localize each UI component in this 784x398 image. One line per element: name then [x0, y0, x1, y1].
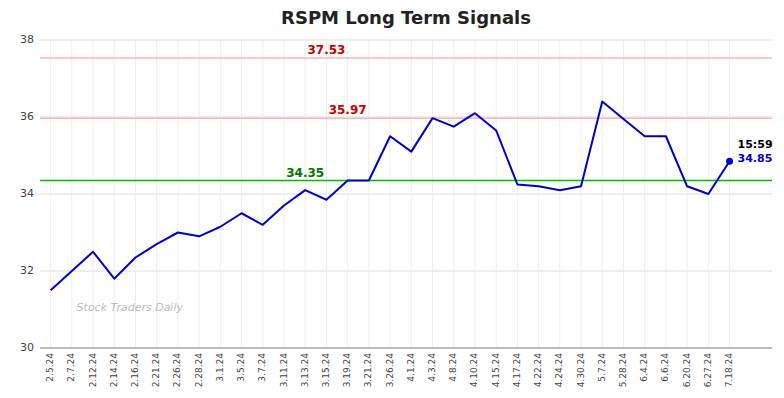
x-tick-label: 4.10.24	[469, 353, 479, 388]
signal-line	[40, 180, 772, 182]
x-grid-line	[602, 40, 603, 348]
plot-area	[40, 58, 772, 290]
x-grid-line	[262, 40, 263, 348]
x-tick-label: 5.28.24	[618, 353, 628, 388]
x-tick-label: 3.11.24	[279, 353, 289, 388]
x-tick-label: 7.18.24	[724, 353, 734, 388]
x-grid-line	[474, 40, 475, 348]
grid	[40, 40, 772, 348]
x-tick-label: 2.12.24	[88, 353, 98, 388]
signal-label: 35.97	[329, 103, 367, 117]
x-grid-line	[347, 40, 348, 348]
y-grid-line	[40, 271, 772, 272]
y-grid-line	[40, 40, 772, 41]
x-tick-label: 3.26.24	[385, 353, 395, 388]
y-grid-line	[40, 117, 772, 118]
signal-label: 37.53	[307, 43, 345, 57]
x-tick-label: 2.16.24	[130, 353, 140, 388]
x-grid-line	[50, 40, 51, 348]
x-tick-label: 2.21.24	[151, 353, 161, 388]
x-grid-line	[199, 40, 200, 348]
x-tick-label: 2.7.24	[66, 353, 76, 382]
x-tick-label: 3.13.24	[300, 353, 310, 388]
y-grid-line	[40, 194, 772, 195]
last-time-label: 15:59	[738, 138, 773, 151]
x-grid-line	[305, 40, 306, 348]
x-grid-line	[687, 40, 688, 348]
x-tick-label: 2.26.24	[172, 353, 182, 388]
signal-line	[40, 57, 772, 59]
x-tick-label: 4.22.24	[533, 353, 543, 388]
x-tick-label: 4.30.24	[576, 353, 586, 388]
chart: 30 32 34 36 38 2.5.24 2.7.24 2.12.24 2.14.24 2.16…	[0, 0, 784, 398]
x-tick-label: 2.28.24	[194, 353, 204, 388]
x-grid-line	[538, 40, 539, 348]
x-tick-label: 2.5.24	[45, 353, 55, 382]
x-tick-label: 4.17.24	[512, 353, 522, 388]
x-grid-line	[453, 40, 454, 348]
x-grid-line	[326, 40, 327, 348]
x-tick-label: 4.3.24	[427, 353, 437, 382]
x-axis-line	[40, 347, 772, 348]
y-tick-label: 30	[20, 341, 34, 354]
x-tick-label: 6.27.24	[703, 353, 713, 388]
x-tick-label: 3.1.24	[215, 353, 225, 382]
y-tick-label: 34	[20, 187, 34, 200]
watermark: Stock Traders Daily	[77, 301, 184, 314]
last-price-label: 34.85	[738, 152, 773, 165]
x-tick-label: 5.7.24	[597, 353, 607, 382]
x-grid-line	[432, 40, 433, 348]
x-tick-label: 3.21.24	[363, 353, 373, 388]
x-grid-line	[390, 40, 391, 348]
x-grid-line	[559, 40, 560, 348]
x-tick-label: 3.7.24	[257, 353, 267, 382]
last-point	[726, 158, 733, 165]
x-grid-line	[665, 40, 666, 348]
x-grid-line	[368, 40, 369, 348]
y-tick-label: 36	[20, 110, 34, 123]
x-tick-label: 4.24.24	[554, 353, 564, 388]
background	[0, 0, 784, 398]
x-grid-line	[284, 40, 285, 348]
x-tick-label: 4.15.24	[491, 353, 501, 388]
x-tick-label: 6.4.24	[639, 353, 649, 382]
x-grid-line	[729, 40, 730, 348]
x-tick-label: 6.20.24	[682, 353, 692, 388]
x-grid-line	[623, 40, 624, 348]
title: RSPM Long Term Signals	[281, 7, 531, 28]
x-grid-line	[71, 40, 72, 348]
x-tick-label: 2.14.24	[109, 353, 119, 388]
x-tick-label: 4.8.24	[448, 353, 458, 382]
x-tick-label: 3.19.24	[342, 353, 352, 388]
x-grid-line	[581, 40, 582, 348]
x-tick-label: 3.5.24	[236, 353, 246, 382]
y-grid-line	[40, 348, 772, 349]
x-grid-line	[411, 40, 412, 348]
x-grid-line	[496, 40, 497, 348]
x-tick-label: 3.15.24	[321, 353, 331, 388]
x-tick-label: 4.1.24	[406, 353, 416, 382]
x-grid-line	[220, 40, 221, 348]
x-grid-line	[644, 40, 645, 348]
y-tick-label: 32	[20, 264, 34, 277]
signal-label: 34.35	[286, 166, 324, 180]
x-grid-line	[241, 40, 242, 348]
y-tick-label: 38	[20, 33, 34, 46]
x-grid-line	[517, 40, 518, 348]
signal-line	[40, 117, 772, 119]
price-line	[51, 102, 730, 291]
x-tick-label: 6.6.24	[660, 353, 670, 382]
